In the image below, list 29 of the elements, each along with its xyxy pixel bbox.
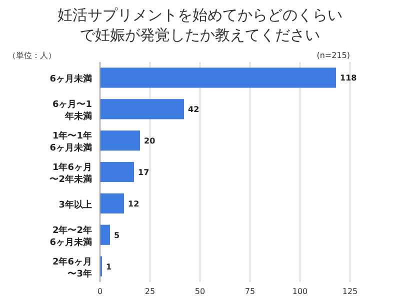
bar [100,68,336,88]
data-label: 12 [128,199,140,208]
bar [100,193,124,214]
y-tick-label: 2年〜2年6ヶ月未満 [50,224,92,248]
data-label: 118 [340,74,358,83]
text: （単位：人） [8,51,56,60]
bar [100,162,134,182]
y-tick-label: 6ヶ月未満 [50,74,92,85]
data-label: 5 [114,230,120,240]
y-tick-label: 1年6ヶ月〜2年未満 [50,162,92,185]
y-tick-label: 6ヶ月〜1年未満 [52,99,92,122]
x-tick-label: 125 [342,287,358,296]
x-tick-label: 75 [244,287,256,296]
bar [100,99,184,120]
y-tick-label: 3年以上 [58,199,92,210]
bar [100,130,140,151]
data-label: 1 [106,262,112,272]
data-label: 20 [144,136,156,146]
x-tick-label: 100 [292,287,308,296]
x-tick-label: 50 [194,287,206,296]
data-label: 42 [188,105,200,114]
chart-title: 妊活サプリメントを始めてからどのくらいで妊娠が発覚したか教えてください [58,6,342,44]
data-label: 17 [138,168,150,177]
text: (n=215) [316,51,350,60]
x-tick-label: 25 [144,287,156,296]
y-tick-label: 2年6ヶ月〜3年 [52,256,92,280]
x-tick-label: 0 [97,287,103,296]
y-tick-label: 1年〜1年6ヶ月未満 [50,130,92,154]
bar [100,224,110,245]
